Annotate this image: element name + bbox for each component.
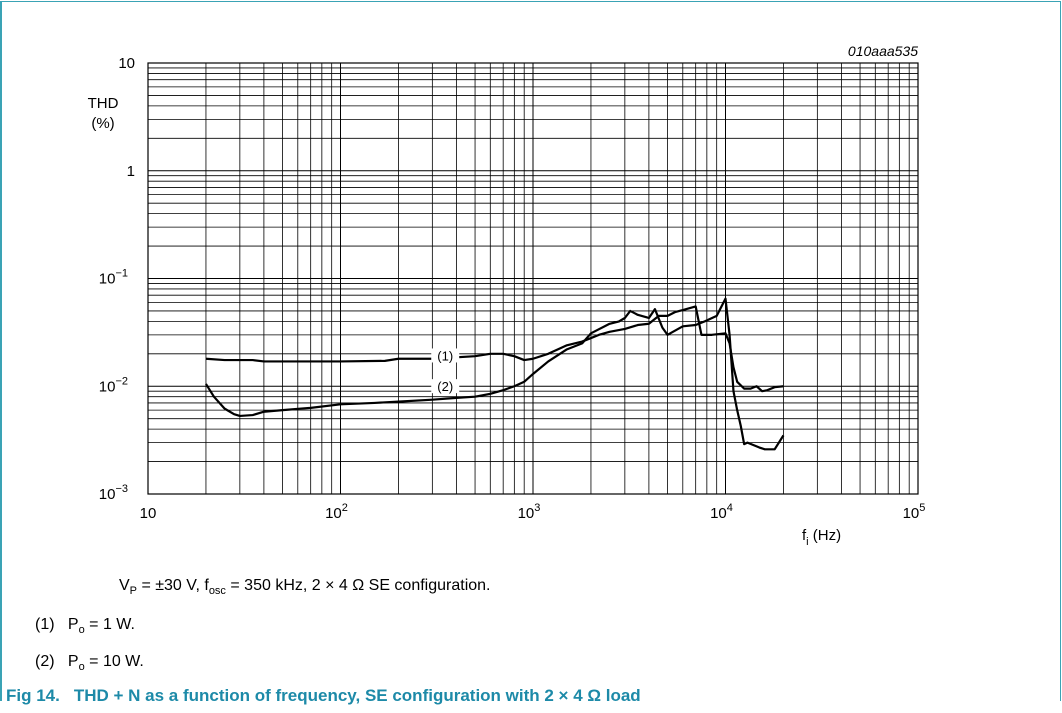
series-label-background xyxy=(431,348,460,363)
series-line-1 xyxy=(205,305,784,393)
page-frame-left-border xyxy=(0,1,2,701)
series-label-1: (1) xyxy=(437,348,453,363)
y-axis-label: THD (%) xyxy=(88,95,119,132)
page-frame xyxy=(1,1,1061,701)
test-conditions-note: VP = ±30 V, fosc = 350 kHz, 2 × 4 Ω SE c… xyxy=(119,577,491,598)
figure-id-label: 010aaa535 xyxy=(848,43,918,59)
legend-note-2: (2) Po = 10 W. xyxy=(35,653,144,674)
figure-caption: Fig 14. THD + N as a function of frequenc… xyxy=(6,686,641,706)
chart-ticks: 10 102 103 104 105 10 1 10−1 10−2 10−3 xyxy=(99,55,926,522)
figure-number: Fig 14. xyxy=(6,686,60,705)
x-tick-label: 10 xyxy=(140,505,157,522)
series-label-2: (2) xyxy=(437,379,453,394)
plot-area-border xyxy=(147,62,919,495)
y-tick-label: 1 xyxy=(127,163,135,180)
series-line-2 xyxy=(205,297,785,451)
chart-grid xyxy=(147,62,919,495)
thd-frequency-chart: (1) (2) 10 102 103 104 105 10 1 10−1 10−2 10−3 010… xyxy=(88,43,926,548)
y-tick-label: 10−3 xyxy=(99,483,128,503)
legend-note-1: (1) Po = 1 W. xyxy=(35,616,135,637)
chart-series: (1) (2) xyxy=(205,297,785,451)
y-tick-label: 10 xyxy=(118,55,135,72)
figure-title: THD + N as a function of frequency, SE c… xyxy=(73,686,641,705)
x-tick-label: 105 xyxy=(903,502,926,522)
x-tick-label: 102 xyxy=(325,502,348,522)
series-label-background xyxy=(431,379,460,394)
y-tick-label: 10−2 xyxy=(99,375,128,395)
x-tick-label: 104 xyxy=(710,502,733,522)
x-tick-label: 103 xyxy=(518,502,541,522)
y-tick-label: 10−1 xyxy=(99,268,128,288)
x-axis-label: fi (Hz) xyxy=(802,527,841,548)
